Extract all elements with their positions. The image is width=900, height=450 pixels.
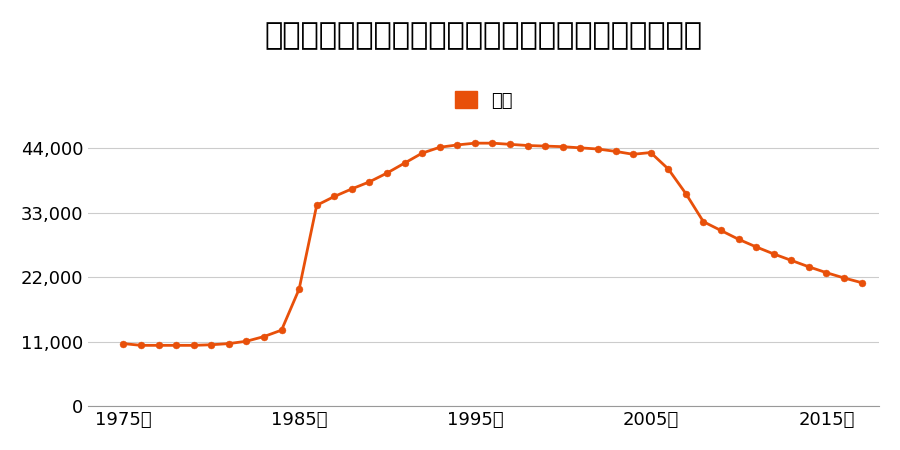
Legend: 価格: 価格 [447,84,519,117]
Title: 富山県黒部市生地神区３０４番６ほか１筆の地価推移: 富山県黒部市生地神区３０４番６ほか１筆の地価推移 [265,21,703,50]
